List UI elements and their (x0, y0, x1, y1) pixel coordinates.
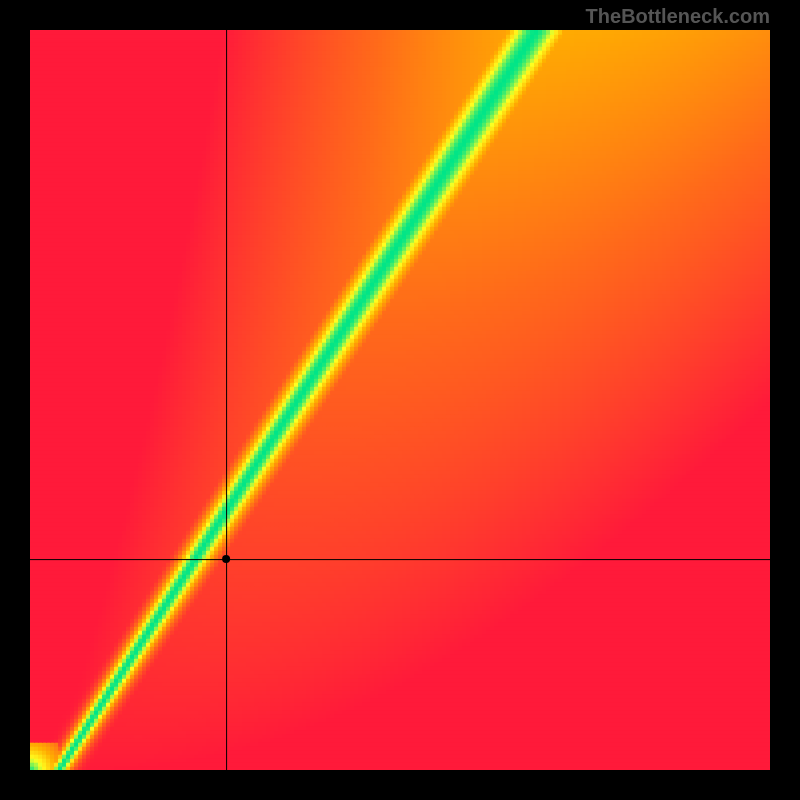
bottleneck-heatmap (30, 30, 770, 770)
watermark-text: TheBottleneck.com (586, 6, 770, 29)
chart-container: { "watermark": "TheBottleneck.com", "cha… (0, 0, 800, 800)
